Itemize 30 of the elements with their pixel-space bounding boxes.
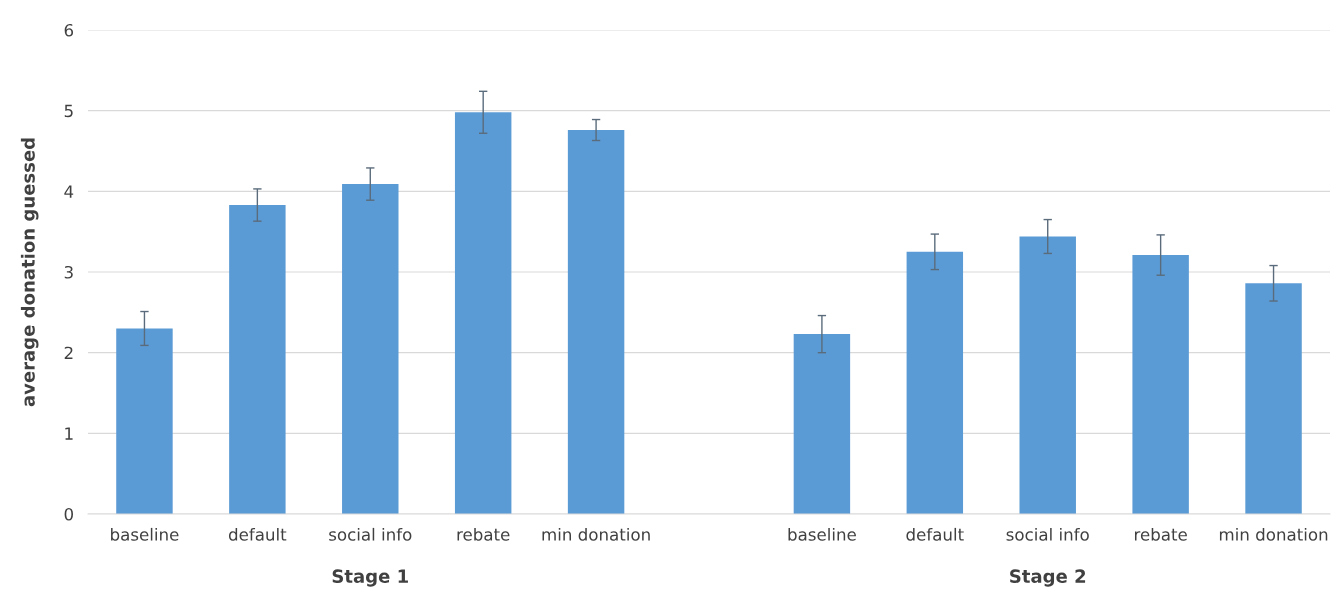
y-tick-label: 3 — [64, 265, 73, 279]
x-tick-label: baseline — [788, 527, 856, 541]
bar — [1245, 283, 1302, 514]
y-tick-label: 5 — [64, 104, 73, 118]
bar — [1132, 255, 1189, 514]
x-tick-label: social info — [329, 527, 412, 541]
bar — [567, 130, 625, 514]
x-tick-label: social info — [1006, 527, 1089, 541]
bar — [906, 251, 964, 514]
x-tick-label: default — [906, 527, 964, 541]
y-tick-label: 4 — [64, 185, 74, 198]
y-tick-label: 2 — [64, 346, 73, 359]
bar — [229, 205, 286, 514]
bar — [454, 112, 512, 514]
x-tick-label: baseline — [111, 527, 179, 541]
x-tick-label: min donation — [542, 527, 650, 541]
y-tick-label: 1 — [65, 427, 73, 440]
x-tick-label: rebate — [457, 527, 510, 541]
text: Stage 1 — [332, 569, 408, 587]
y-tick-label: 6 — [64, 23, 74, 37]
bar — [793, 334, 851, 514]
bar — [116, 328, 173, 514]
x-tick-label: default — [228, 527, 287, 541]
x-tick-label: min donation — [1219, 527, 1328, 541]
text: Stage 2 — [1010, 569, 1086, 587]
bar — [1019, 236, 1076, 514]
y-axis-title: average donation guessed — [20, 138, 39, 407]
bar — [342, 184, 399, 514]
x-tick-label: rebate — [1134, 527, 1187, 541]
y-tick-label: 0 — [64, 507, 73, 521]
